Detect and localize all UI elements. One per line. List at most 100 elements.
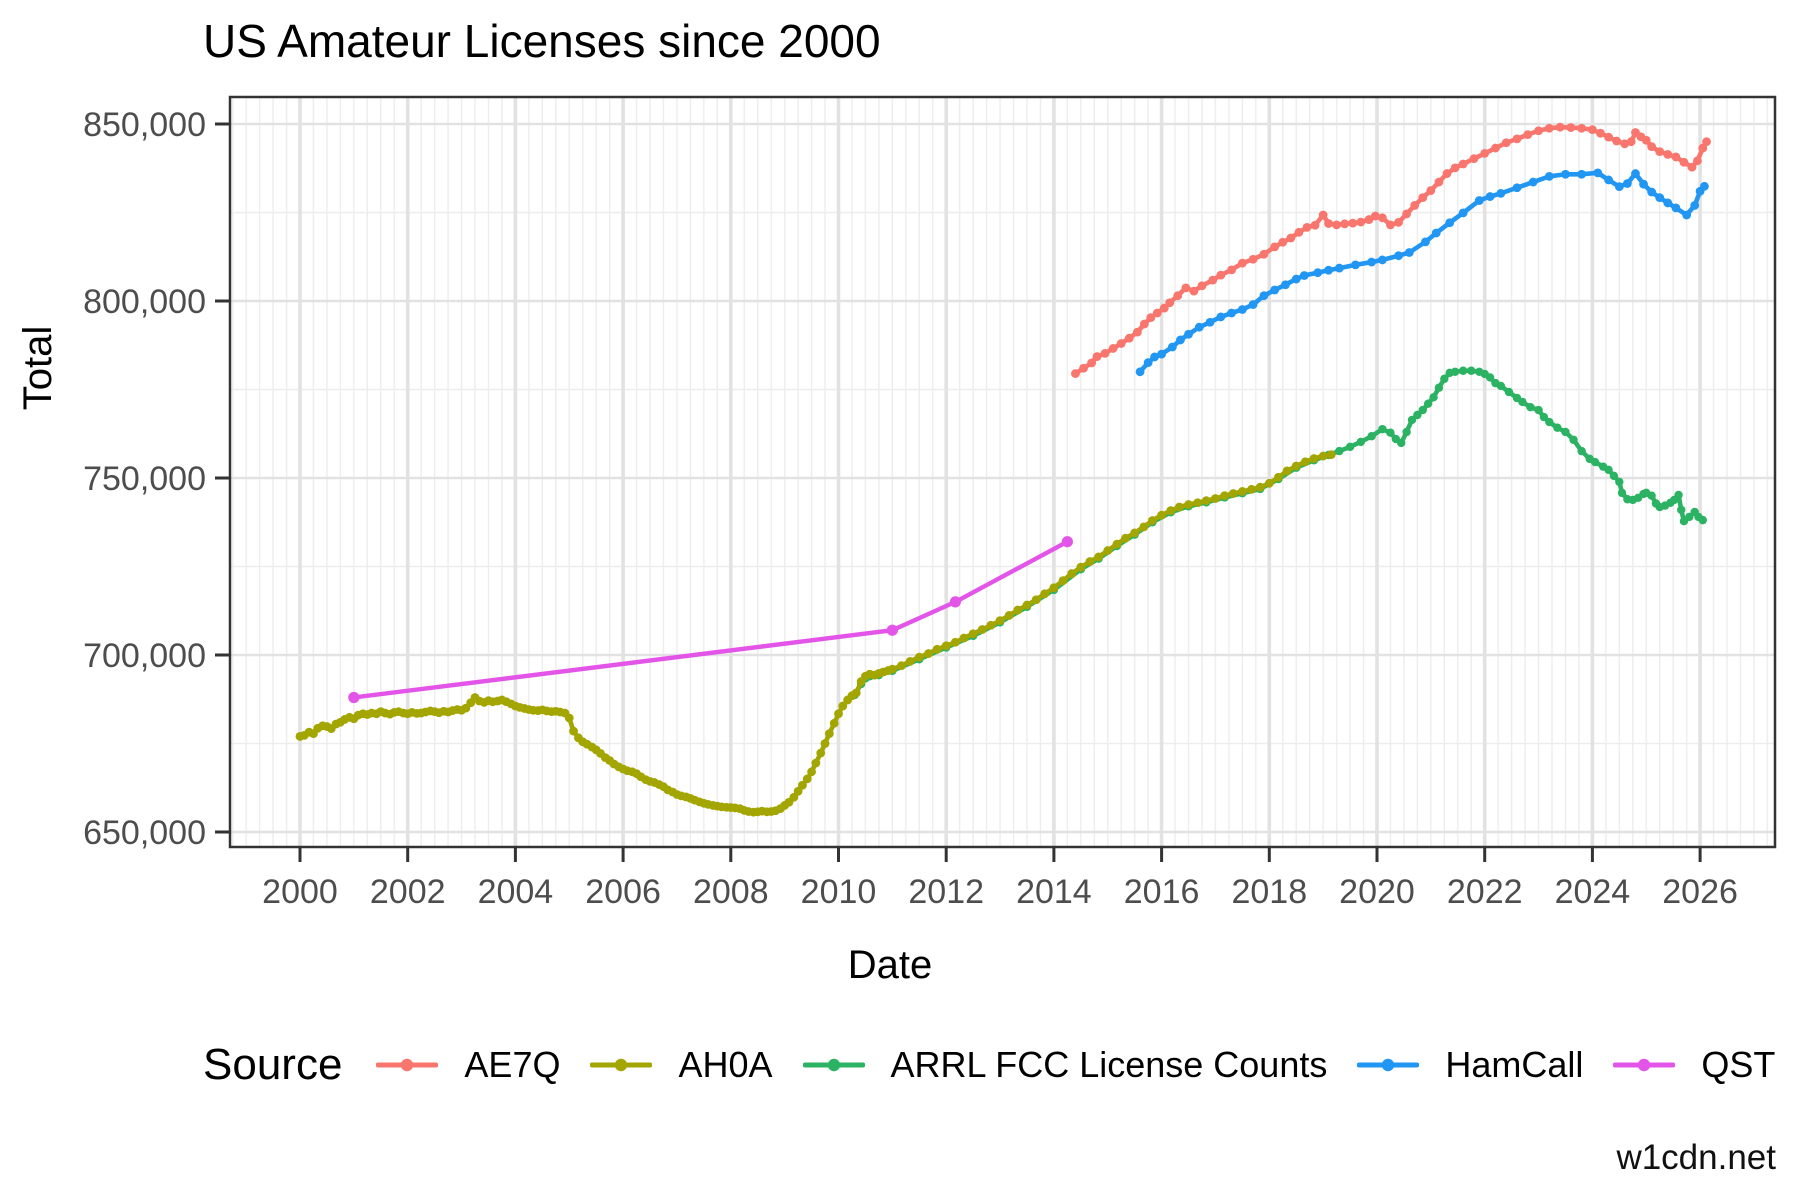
series-point (959, 633, 969, 643)
series-point (1324, 265, 1333, 275)
series-point (1544, 171, 1554, 181)
x-tick-label: 2014 (1016, 873, 1092, 911)
series-point (1480, 148, 1490, 158)
series-point (1335, 446, 1344, 456)
series-point (1092, 352, 1102, 361)
series-point (1211, 494, 1220, 503)
series-point (1040, 589, 1050, 599)
series-point (1474, 196, 1484, 205)
series-point (1201, 496, 1211, 506)
x-tick-label: 2026 (1662, 873, 1738, 911)
series-point (802, 774, 812, 784)
series-point (1526, 403, 1535, 412)
series-point (1146, 313, 1156, 323)
series-point (1679, 157, 1689, 167)
series-point (1434, 383, 1444, 392)
series-point (1167, 342, 1177, 352)
series-point (1294, 227, 1304, 237)
legend-entry-ae7q: AE7Q (376, 1044, 560, 1086)
series-point (1255, 482, 1265, 492)
legend-key-hamcall (1357, 1058, 1420, 1072)
series-point (1079, 363, 1088, 373)
series-point (1356, 217, 1366, 227)
series-point (1615, 477, 1624, 487)
series-point (1386, 220, 1395, 230)
panel-border (228, 95, 1777, 849)
series-point (1386, 428, 1395, 437)
series-point (1504, 387, 1514, 397)
series-point (1512, 183, 1522, 193)
series-line-hamcall (1137, 170, 1707, 375)
y-axis-title: Total (16, 325, 60, 411)
series-point (1588, 125, 1597, 135)
series-point (1067, 569, 1077, 578)
series-point (1631, 169, 1640, 178)
series-point (1418, 405, 1427, 415)
series-point (887, 664, 897, 674)
x-tick-label: 2002 (370, 873, 446, 911)
series-point (949, 596, 961, 608)
legend-label-ae7q: AE7Q (464, 1044, 561, 1085)
series-point (1394, 251, 1403, 261)
series-point (1259, 291, 1269, 301)
series-point (1404, 248, 1414, 257)
series-point (1698, 515, 1707, 525)
series-point (1193, 498, 1203, 508)
series-point (1367, 257, 1377, 267)
series-point (1604, 465, 1613, 475)
series-point (1671, 203, 1681, 213)
series-point (811, 758, 821, 768)
series-point (1671, 152, 1681, 162)
series-point (1641, 135, 1651, 145)
series-point (1639, 179, 1648, 189)
x-tick-label: 2006 (585, 873, 661, 911)
series-point (1553, 423, 1562, 432)
series-point (838, 701, 848, 711)
series-point (824, 729, 834, 738)
series-point (1377, 255, 1387, 265)
series-point (950, 637, 960, 647)
series-point (1345, 442, 1355, 452)
series-point (851, 688, 861, 698)
series-point (1194, 322, 1204, 332)
series-point (1528, 177, 1538, 187)
series-point (1655, 147, 1665, 157)
series-point (1058, 576, 1068, 586)
series-point (1561, 427, 1570, 437)
series-point (1150, 352, 1159, 362)
series-point (1100, 348, 1110, 358)
series-point (1112, 539, 1122, 549)
series-point (1143, 358, 1153, 367)
series-point (941, 641, 951, 651)
series-point (1165, 298, 1175, 308)
x-tick-label: 2004 (478, 873, 554, 911)
legend-entry-arrl-fcc-license-counts: ARRL FCC License Counts (802, 1044, 1327, 1086)
series-point (1237, 258, 1247, 268)
legend-entry-qst: QST (1613, 1044, 1775, 1086)
legend-key-point (615, 1058, 628, 1072)
series-point (1378, 424, 1387, 434)
series-point (1237, 487, 1247, 496)
series-point (1674, 490, 1683, 500)
series-point (1205, 317, 1215, 327)
series-point (1270, 285, 1280, 295)
x-tick-label: 2016 (1124, 873, 1200, 911)
x-tick-label: 2000 (262, 873, 338, 911)
series-point (1216, 270, 1226, 280)
series-point (886, 624, 898, 636)
legend-entry-ah0a: AH0A (590, 1044, 773, 1086)
legend-key-point (827, 1058, 840, 1072)
x-tick-label: 2010 (801, 873, 877, 911)
series-point (1278, 237, 1288, 247)
y-tick-label: 800,000 (83, 283, 206, 321)
legend-key-point (1382, 1058, 1395, 1072)
series-point (1103, 546, 1113, 555)
y-tick-label: 650,000 (83, 814, 206, 852)
series-point (1544, 123, 1554, 133)
legend-label-hamcall: HamCall (1445, 1044, 1584, 1085)
series-point (1445, 218, 1455, 228)
series-point (1698, 143, 1708, 153)
series-point (1647, 491, 1656, 500)
series-point (1434, 177, 1444, 187)
